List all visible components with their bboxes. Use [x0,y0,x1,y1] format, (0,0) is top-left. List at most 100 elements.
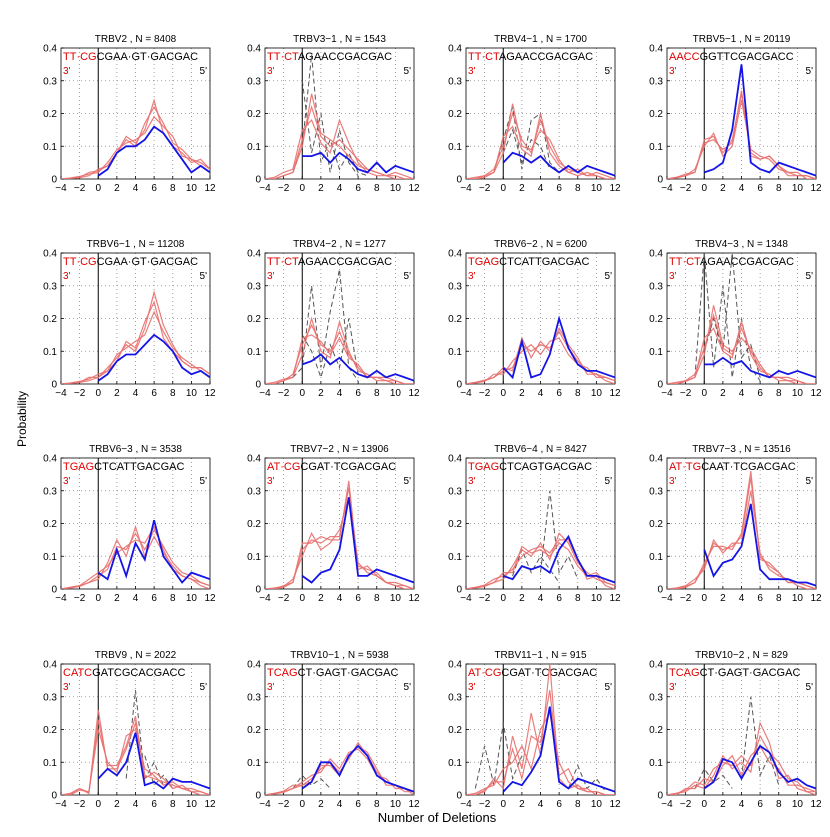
y-tick-label: 0.1 [247,347,261,358]
end-3-label: 3' [669,66,677,77]
panel: −4 −2 0 2 4 6 8 10 12 0 0.1 0.2 0.3 0.4 TRBV4−1 , N = … [448,34,621,194]
x-tick-label: −2 [74,593,86,604]
end-5-label: 5' [200,271,208,282]
x-tick-label: −4 [460,183,472,194]
y-tick-label: 0.2 [247,519,261,530]
x-tick-label: −2 [680,799,692,810]
x-tick-label: −4 [661,183,673,194]
blue-series-line [704,64,816,177]
y-tick-label: 0.1 [43,142,57,153]
y-tick-label: 0 [255,585,261,596]
sequence-annotation: CATCGATCGCACGACC [63,667,185,679]
red-series-line [466,113,615,179]
y-tick-label: 0.1 [247,552,261,563]
x-tick-label: 12 [204,593,216,604]
x-tick-label: 0 [701,183,707,194]
x-tick-label: 6 [355,799,361,810]
x-tick-label: 10 [186,593,198,604]
y-tick-label: 0.3 [649,486,663,497]
red-series-line [466,711,615,795]
sequence-annotation: TCAGCT·GAGT·GACGAC [267,667,398,679]
x-tick-label: 0 [95,183,101,194]
x-tick-label: −2 [680,183,692,194]
panel-title: TRBV6−4 , N = 8427 [494,444,587,455]
y-tick-label: 0.3 [247,692,261,703]
sequence-black: CGAA·GT·GACGAC [97,51,199,63]
x-tick-label: 2 [114,593,120,604]
red-series-line [466,539,615,589]
blue-series-line [301,353,414,382]
x-tick-label: 0 [701,388,707,399]
panel: −4 −2 0 2 4 6 8 10 12 0 0.1 0.2 0.3 0.4 TRBV2 , N = 84… [43,34,216,194]
x-tick-label: 12 [408,593,420,604]
x-tick-label: 12 [408,388,420,399]
end-5-label: 5' [605,66,613,77]
red-series-line [667,100,816,179]
end-5-label: 5' [404,271,412,282]
sequence-black: CT·GAGT·GACGAC [298,667,399,679]
sequence-black: AGAACCGACGAC [298,51,392,63]
axes-box [264,457,415,590]
x-tick-label: 8 [575,388,581,399]
sequence-red: TGAG [468,256,499,268]
x-tick-label: 0 [500,799,506,810]
y-tick-label: 0.1 [649,347,663,358]
end-3-label: 3' [468,271,476,282]
x-tick-label: 2 [114,799,120,810]
y-tick-label: 0.1 [43,758,57,769]
x-tick-label: 4 [538,388,544,399]
x-tick-label: −4 [661,593,673,604]
sequence-annotation: TT·CGCGAA·GT·GACGAC [63,51,198,63]
sequence-black: CGAA·GT·GACGAC [97,256,199,268]
x-tick-label: 10 [591,183,603,194]
red-series-line [466,542,615,589]
x-tick-label: 2 [114,183,120,194]
panel: −4 −2 0 2 4 6 8 10 12 0 0.1 0.2 0.3 0.4 TRBV6−1 , N = … [43,239,216,399]
x-tick-label: 0 [500,593,506,604]
red-series-line [265,748,414,795]
x-tick-label: −2 [479,388,491,399]
end-5-label: 5' [404,682,412,693]
panel-title: TRBV5−1 , N = 20119 [693,34,791,45]
panel: −4 −2 0 2 4 6 8 10 12 0 0.1 0.2 0.3 0.4 TRBV7−3 , N = … [649,444,822,604]
panel: −4 −2 0 2 4 6 8 10 12 0 0.1 0.2 0.3 0.4 TRBV11−1 , N =… [448,650,621,810]
x-tick-label: 4 [337,183,343,194]
y-tick-label: 0.2 [649,109,663,120]
x-tick-label: −4 [259,593,271,604]
blue-series-line [97,333,210,382]
sequence-red: TCAG [669,667,700,679]
x-tick-label: 0 [701,799,707,810]
panels: −4 −2 0 2 4 6 8 10 12 0 0.1 0.2 0.3 0.4 TRBV2 , N = 84… [43,34,822,810]
y-tick-label: 0.2 [649,314,663,325]
x-tick-label: 4 [739,183,745,194]
sequence-annotation: AT·CGCGAT·TCGACGAC [267,461,396,473]
end-5-label: 5' [806,682,814,693]
sequence-red: TT·CG [63,256,97,268]
y-tick-label: 0.3 [448,486,462,497]
y-tick-label: 0.1 [448,758,462,769]
panel-title: TRBV7−2 , N = 13906 [290,444,389,455]
x-tick-label: 10 [591,593,603,604]
sequence-annotation: TT·CGCGAA·GT·GACGAC [63,256,198,268]
sequence-black: AGAACCGACGAC [298,256,392,268]
x-axis-label: Number of Deletions [378,810,497,825]
red-series-line [667,744,816,795]
y-tick-label: 0.4 [43,249,57,260]
x-tick-label: 6 [355,183,361,194]
y-tick-label: 0 [456,380,462,391]
y-tick-label: 0.4 [649,660,663,671]
sequence-red: TGAG [63,461,94,473]
y-tick-label: 0.4 [247,454,261,465]
y-tick-label: 0.4 [43,454,57,465]
y-tick-label: 0.3 [247,486,261,497]
panel-title: TRBV3−1 , N = 1543 [293,34,386,45]
axes-box [264,47,415,180]
y-tick-label: 0.1 [448,142,462,153]
y-tick-label: 0.2 [448,519,462,530]
x-tick-label: 0 [95,799,101,810]
blue-series-line [502,151,615,177]
x-tick-label: 10 [792,799,804,810]
x-tick-label: 8 [170,183,176,194]
y-tick-label: 0.2 [247,725,261,736]
x-tick-label: 4 [337,388,343,399]
